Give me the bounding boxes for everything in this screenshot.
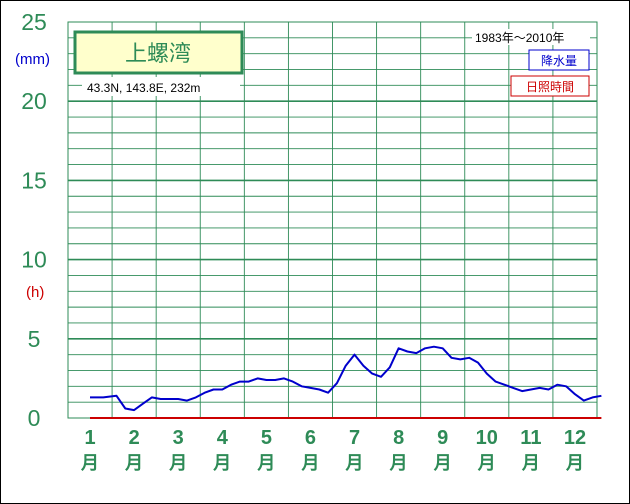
y-axis-ticks: 25 20 15 10 5 0	[21, 9, 47, 431]
legend-sunshine-box	[510, 75, 590, 97]
x-tick-label: 10	[476, 427, 498, 449]
title-box	[73, 30, 244, 75]
y-tick-label: 10	[21, 247, 47, 273]
precipitation-line	[90, 345, 602, 412]
x-tick-suffix: 月	[212, 453, 231, 474]
x-tick-suffix: 月	[433, 453, 452, 474]
x-tick-label: 11	[520, 427, 541, 449]
x-tick-label: 8	[393, 427, 404, 449]
x-tick-label: 5	[261, 427, 272, 449]
period-bg	[472, 29, 590, 45]
x-tick-suffix: 月	[168, 453, 187, 474]
y-unit-left: (mm)	[15, 51, 50, 68]
chart-title: 上螺湾	[125, 42, 191, 67]
y-tick-label: 0	[28, 405, 41, 431]
period-label: 1983年～2010年	[475, 31, 564, 45]
y-tick-label: 25	[21, 9, 47, 35]
x-tick-suffix: 月	[80, 453, 99, 474]
x-axis-ticks: 1 月 2 月 3 月 4 月 5 月 6 月 7 月 8 月 9 月 10 月 11 月 12 月	[80, 427, 586, 474]
x-tick-suffix: 月	[521, 453, 540, 474]
x-tick-label: 4	[217, 427, 229, 449]
x-tick-suffix: 月	[389, 453, 408, 474]
y-unit-right: (h)	[26, 284, 44, 301]
y-tick-label: 15	[21, 167, 47, 193]
x-tick-suffix: 月	[124, 453, 143, 474]
y-tick-label: 5	[28, 326, 41, 352]
x-tick-suffix: 月	[477, 453, 496, 474]
x-tick-label: 3	[173, 427, 184, 449]
legend-sunshine: 日照時間	[526, 80, 574, 94]
x-tick-suffix: 月	[565, 453, 584, 474]
chart-grid	[67, 21, 598, 419]
x-tick-label: 6	[305, 427, 316, 449]
x-tick-label: 2	[129, 427, 140, 449]
location-label: 43.3N, 143.8E, 232m	[87, 81, 200, 95]
legend-precipitation: 降水量	[541, 54, 577, 68]
data-lines	[90, 345, 602, 419]
x-tick-label: 1	[84, 427, 95, 449]
x-tick-suffix: 月	[345, 453, 364, 474]
x-tick-suffix: 月	[256, 453, 275, 474]
x-tick-label: 9	[437, 427, 448, 449]
y-tick-label: 20	[21, 88, 47, 114]
location-bg	[82, 77, 240, 96]
legend-precipitation-box	[528, 49, 590, 71]
x-tick-label: 7	[349, 427, 360, 449]
x-tick-suffix: 月	[300, 453, 319, 474]
x-tick-label: 12	[564, 427, 586, 449]
